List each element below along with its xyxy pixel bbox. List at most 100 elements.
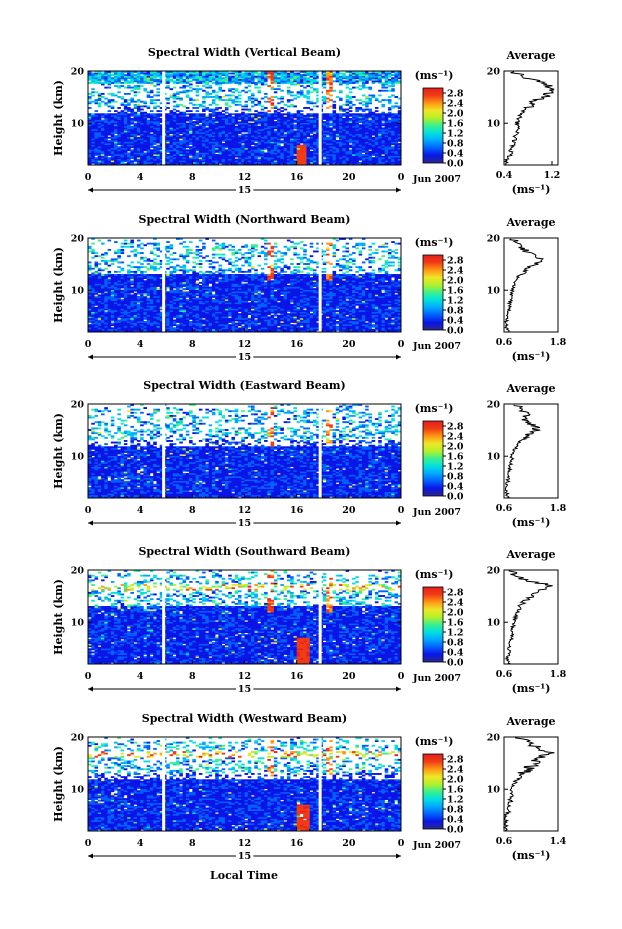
heatmap-cell (150, 113, 154, 115)
heatmap-cell (388, 79, 392, 81)
heatmap-cell (130, 109, 134, 111)
heatmap-cell (300, 110, 304, 112)
heatmap-cell (143, 112, 147, 114)
heatmap-cell (124, 74, 128, 76)
heatmap-cell (218, 112, 222, 114)
heatmap-cell (156, 91, 160, 93)
heatmap-cell (245, 104, 249, 106)
heatmap-cell (212, 90, 216, 92)
heatmap-cell (329, 123, 333, 125)
heatmap-cell (280, 107, 284, 109)
heatmap-cell (95, 113, 99, 115)
x-tick-label: 0 (85, 172, 92, 183)
heatmap-cell (114, 135, 118, 137)
heatmap-cell (394, 113, 398, 115)
heatmap-cell (111, 77, 115, 79)
heatmap-cell (205, 127, 209, 129)
heatmap-cell (388, 90, 392, 92)
heatmap-cell (111, 323, 115, 325)
heatmap-cell (346, 99, 350, 101)
heatmap-cell (391, 88, 395, 90)
heatmap-cell (293, 120, 297, 122)
heatmap-cell (225, 95, 229, 97)
heatmap-cell (346, 95, 350, 97)
heatmap-cell (258, 101, 262, 103)
heatmap-cell (280, 110, 284, 112)
heatmap-cell (277, 77, 281, 79)
average-y-tick-label: 20 (487, 67, 501, 78)
heatmap-cell (388, 107, 392, 109)
heatmap-cell (147, 113, 151, 115)
heatmap-cell (238, 104, 242, 106)
heatmap-cell (156, 95, 160, 97)
heatmap-cell (235, 104, 239, 106)
heatmap-cell (127, 113, 131, 115)
heatmap-cell (101, 82, 105, 84)
heatmap-cell (394, 102, 398, 104)
heatmap-cell (352, 96, 356, 98)
heatmap-cell (101, 96, 105, 98)
heatmap-cell (297, 110, 301, 112)
heatmap-cell (241, 73, 245, 75)
heatmap-cell (95, 110, 99, 112)
heatmap-cell (355, 113, 359, 115)
heatmap-cell (209, 104, 213, 106)
heatmap-cell (313, 105, 317, 107)
heatmap-cell (238, 135, 242, 137)
heatmap-cell (137, 104, 141, 106)
heatmap-cell (293, 131, 297, 133)
heatmap-cell (349, 105, 353, 107)
heatmap-cell (121, 110, 125, 112)
heatmap-cell (189, 87, 193, 89)
heatmap-cell (196, 107, 200, 109)
heatmap-cell (280, 101, 284, 103)
heatmap-cell (205, 115, 209, 117)
heatmap-cell (245, 109, 249, 111)
heatmap-cell (306, 138, 310, 140)
heatmap-cell (130, 160, 134, 162)
heatmap-cell (241, 145, 245, 147)
heatmap-cell (150, 134, 154, 136)
heatmap-cell (346, 87, 350, 89)
heatmap-cell (114, 113, 118, 115)
heatmap-cell (333, 80, 337, 82)
heatmap-cell (381, 90, 385, 92)
heatmap-cell (287, 112, 291, 114)
heatmap-cell (254, 87, 258, 89)
heatmap-cell (326, 101, 330, 103)
heatmap-cell (186, 113, 190, 115)
heatmap-cell (117, 146, 121, 148)
heatmap-cell (166, 102, 170, 104)
heatmap-cell (189, 102, 193, 104)
heatmap-cell (368, 95, 372, 97)
heatmap-cell (150, 99, 154, 101)
heatmap-cell (114, 85, 118, 87)
heatmap-cell (326, 98, 330, 100)
heatmap-cell (264, 93, 268, 95)
heatmap-cell (225, 99, 229, 101)
heatmap-cell (352, 104, 356, 106)
heatmap-cell (235, 96, 239, 98)
heatmap-cell (186, 116, 190, 118)
heatmap-cell (108, 87, 112, 89)
heatmap-cell (280, 140, 284, 142)
heatmap-cell (166, 107, 170, 109)
heatmap-cell (104, 113, 108, 115)
heatmap-cell (130, 149, 134, 151)
heatmap-cell (222, 96, 226, 98)
heatmap-cell (88, 96, 92, 98)
heatmap-cell (170, 95, 174, 97)
heatmap-cell (179, 104, 183, 106)
heatmap-cell (368, 87, 372, 89)
heatmap-cell (372, 324, 376, 326)
heatmap-cell (355, 107, 359, 109)
heatmap-cell (156, 105, 160, 107)
heatmap-cell (267, 76, 271, 78)
heatmap-cell (95, 99, 99, 101)
heatmap-cell (179, 87, 183, 89)
heatmap-cell (385, 90, 389, 92)
heatmap-cell (254, 104, 258, 106)
heatmap-cell (267, 110, 271, 112)
heatmap-cell (365, 87, 369, 89)
heatmap-cell (176, 104, 180, 106)
